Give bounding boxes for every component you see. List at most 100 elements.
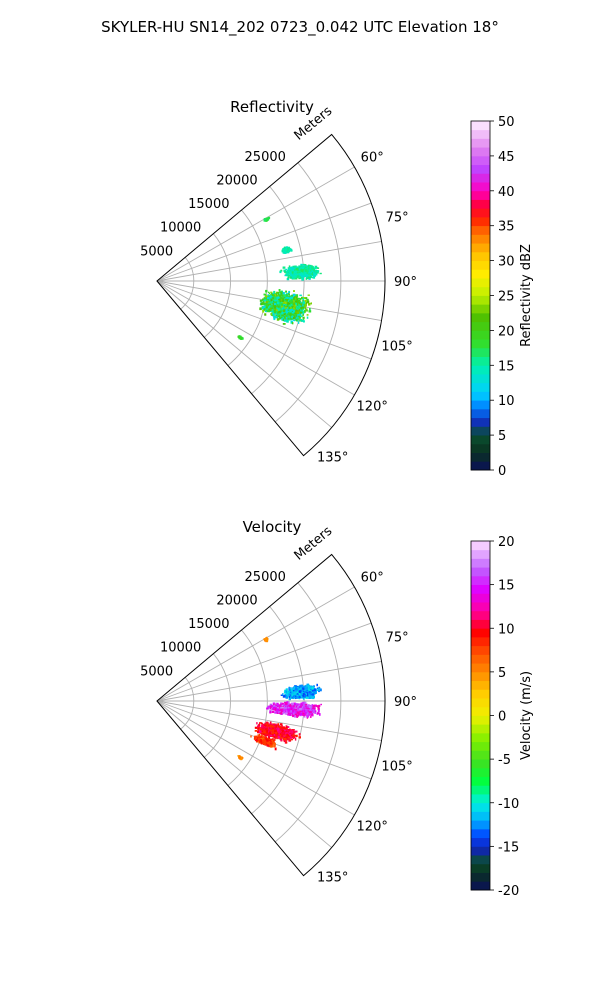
echo-cell — [289, 692, 292, 696]
echo-cell — [280, 309, 283, 312]
echo-cell — [281, 314, 284, 316]
echo-cell — [285, 250, 288, 253]
echo-cell — [296, 275, 300, 278]
echo-cell — [263, 293, 267, 296]
echo-cell — [281, 303, 284, 306]
echo-cell — [291, 311, 295, 314]
echo-cell — [269, 302, 272, 305]
echo-cell — [301, 266, 304, 270]
echo-cell — [304, 304, 307, 307]
echo-cell — [267, 305, 270, 309]
echo-cell — [284, 309, 286, 312]
echo-cell — [294, 685, 297, 687]
echo-cell — [316, 683, 318, 687]
echo-cell — [312, 274, 315, 277]
echo-cell — [284, 270, 286, 274]
echo-cell — [316, 689, 320, 691]
echo-cell — [276, 301, 280, 305]
echo-cell — [293, 275, 296, 278]
azimuth-gridline — [156, 202, 372, 282]
echo-cell — [297, 297, 301, 300]
echo-cell — [282, 315, 284, 318]
echo-cell — [239, 337, 243, 340]
echo-cell — [263, 300, 265, 303]
echo-cell — [269, 298, 271, 301]
echo-cell — [279, 296, 282, 299]
echo-cell — [269, 295, 272, 298]
echo-cell — [290, 274, 293, 277]
echo-cell — [285, 688, 288, 691]
echo-cell — [302, 310, 305, 314]
range-ring — [227, 629, 268, 786]
echo-cell — [309, 307, 311, 311]
echo-cell — [282, 266, 286, 269]
echo-cell — [297, 313, 301, 316]
echo-cell — [306, 685, 309, 689]
echo-cell — [287, 276, 290, 279]
echo-cell — [314, 265, 318, 268]
echo-cell — [266, 310, 270, 312]
echo-cell — [284, 252, 288, 254]
echo-cell — [299, 270, 302, 272]
echo-field — [237, 216, 322, 340]
echo-cell — [296, 306, 299, 309]
echo-cell — [268, 310, 270, 313]
range-tick-label: 15000 — [188, 197, 229, 212]
echo-cell — [311, 276, 314, 279]
echo-cell — [306, 266, 310, 270]
echo-cell — [273, 290, 276, 294]
echo-cell — [284, 274, 287, 277]
echo-cell — [288, 274, 291, 277]
echo-cell — [314, 267, 317, 270]
echo-cell — [293, 270, 296, 274]
azimuth-tick-label: 75° — [386, 211, 409, 226]
echo-cell — [290, 304, 292, 306]
echo-cell — [302, 297, 304, 300]
echo-cell — [304, 273, 307, 275]
echo-cell — [304, 264, 307, 266]
echo-cell — [278, 298, 281, 301]
echo-cell — [293, 306, 296, 310]
echo-cell — [264, 310, 268, 313]
echo-cell — [295, 309, 298, 312]
echo-cell — [274, 293, 277, 297]
echo-cell — [296, 317, 298, 320]
echo-cell — [283, 246, 286, 249]
echo-cell — [288, 695, 291, 699]
echo-cell — [268, 304, 271, 306]
echo-cell — [283, 308, 285, 311]
echo-cell — [307, 294, 310, 296]
echo-cell — [278, 304, 281, 306]
echo-cell — [280, 315, 283, 319]
echo-cell — [297, 321, 300, 324]
echo-cell — [302, 316, 305, 319]
echo-cell — [279, 317, 281, 320]
echo-cell — [306, 309, 308, 312]
echo-cell — [282, 323, 286, 325]
echo-cell — [316, 272, 319, 274]
echo-cell — [287, 267, 290, 269]
echo-cell — [286, 295, 288, 298]
echo-cell — [310, 695, 313, 698]
echo-cell — [288, 268, 291, 271]
echo-cell — [310, 694, 313, 697]
echo-cell — [273, 303, 277, 306]
echo-cell — [294, 305, 297, 308]
echo-cell — [306, 274, 309, 276]
echo-cell — [265, 301, 269, 304]
echo-cell — [273, 311, 276, 314]
echo-cell — [282, 248, 285, 250]
echo-cell — [272, 303, 275, 306]
echo-cell — [262, 305, 266, 309]
echo-cell — [268, 291, 270, 294]
echo-cell — [279, 302, 282, 305]
echo-cell — [299, 273, 302, 276]
echo-cell — [282, 249, 285, 252]
echo-cell — [298, 277, 301, 280]
echo-cell — [299, 317, 301, 320]
echo-cell — [276, 304, 279, 306]
range-ring — [274, 582, 342, 843]
echo-cell — [289, 313, 292, 317]
echo-cell — [272, 300, 275, 303]
echo-cell — [309, 265, 312, 269]
